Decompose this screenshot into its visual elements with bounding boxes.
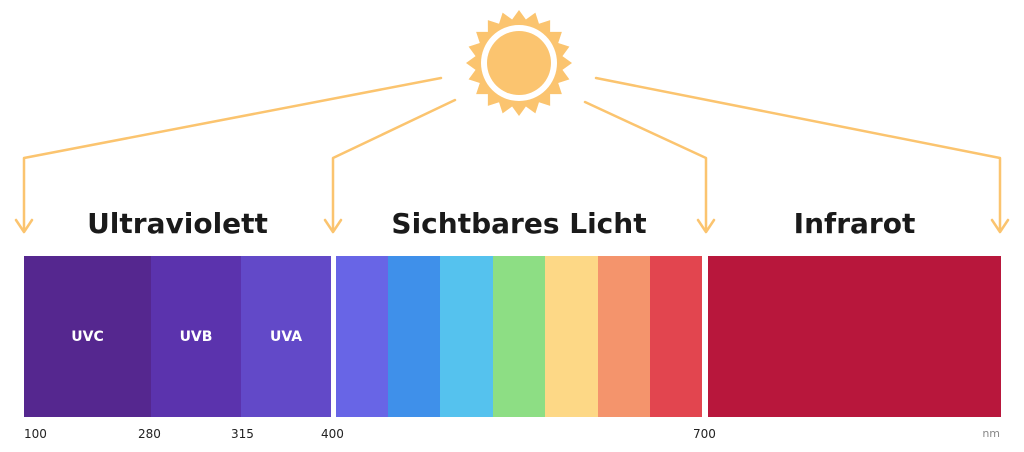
visible-band-green [493,256,546,417]
uvc-label: UVC [71,328,104,345]
ultraviolet-heading: Ultraviolett [87,207,268,240]
uva-band: UVA [241,256,331,417]
uvb-band: UVB [151,256,241,417]
tick-100: 100 [24,427,47,441]
visible-band-yellow [545,256,599,417]
uvb-label: UVB [179,328,213,345]
uva-label: UVA [269,328,303,345]
unit-label: nm [982,427,1000,440]
visible-band-orange [598,256,651,417]
visible-band-red [650,256,702,417]
tick-315: 315 [231,427,254,441]
visible-band-blue [388,256,441,417]
tick-280: 280 [138,427,161,441]
visible-band-light-blue [440,256,494,417]
infrared-heading: Infrarot [793,207,916,240]
visible-band-violet [336,256,389,417]
visible-light-heading: Sichtbares Licht [391,207,647,240]
uvc-band: UVC [24,256,151,417]
infrared-band [708,256,1001,417]
tick-400: 400 [321,427,344,441]
tick-700: 700 [693,427,716,441]
sun-icon [466,10,572,116]
